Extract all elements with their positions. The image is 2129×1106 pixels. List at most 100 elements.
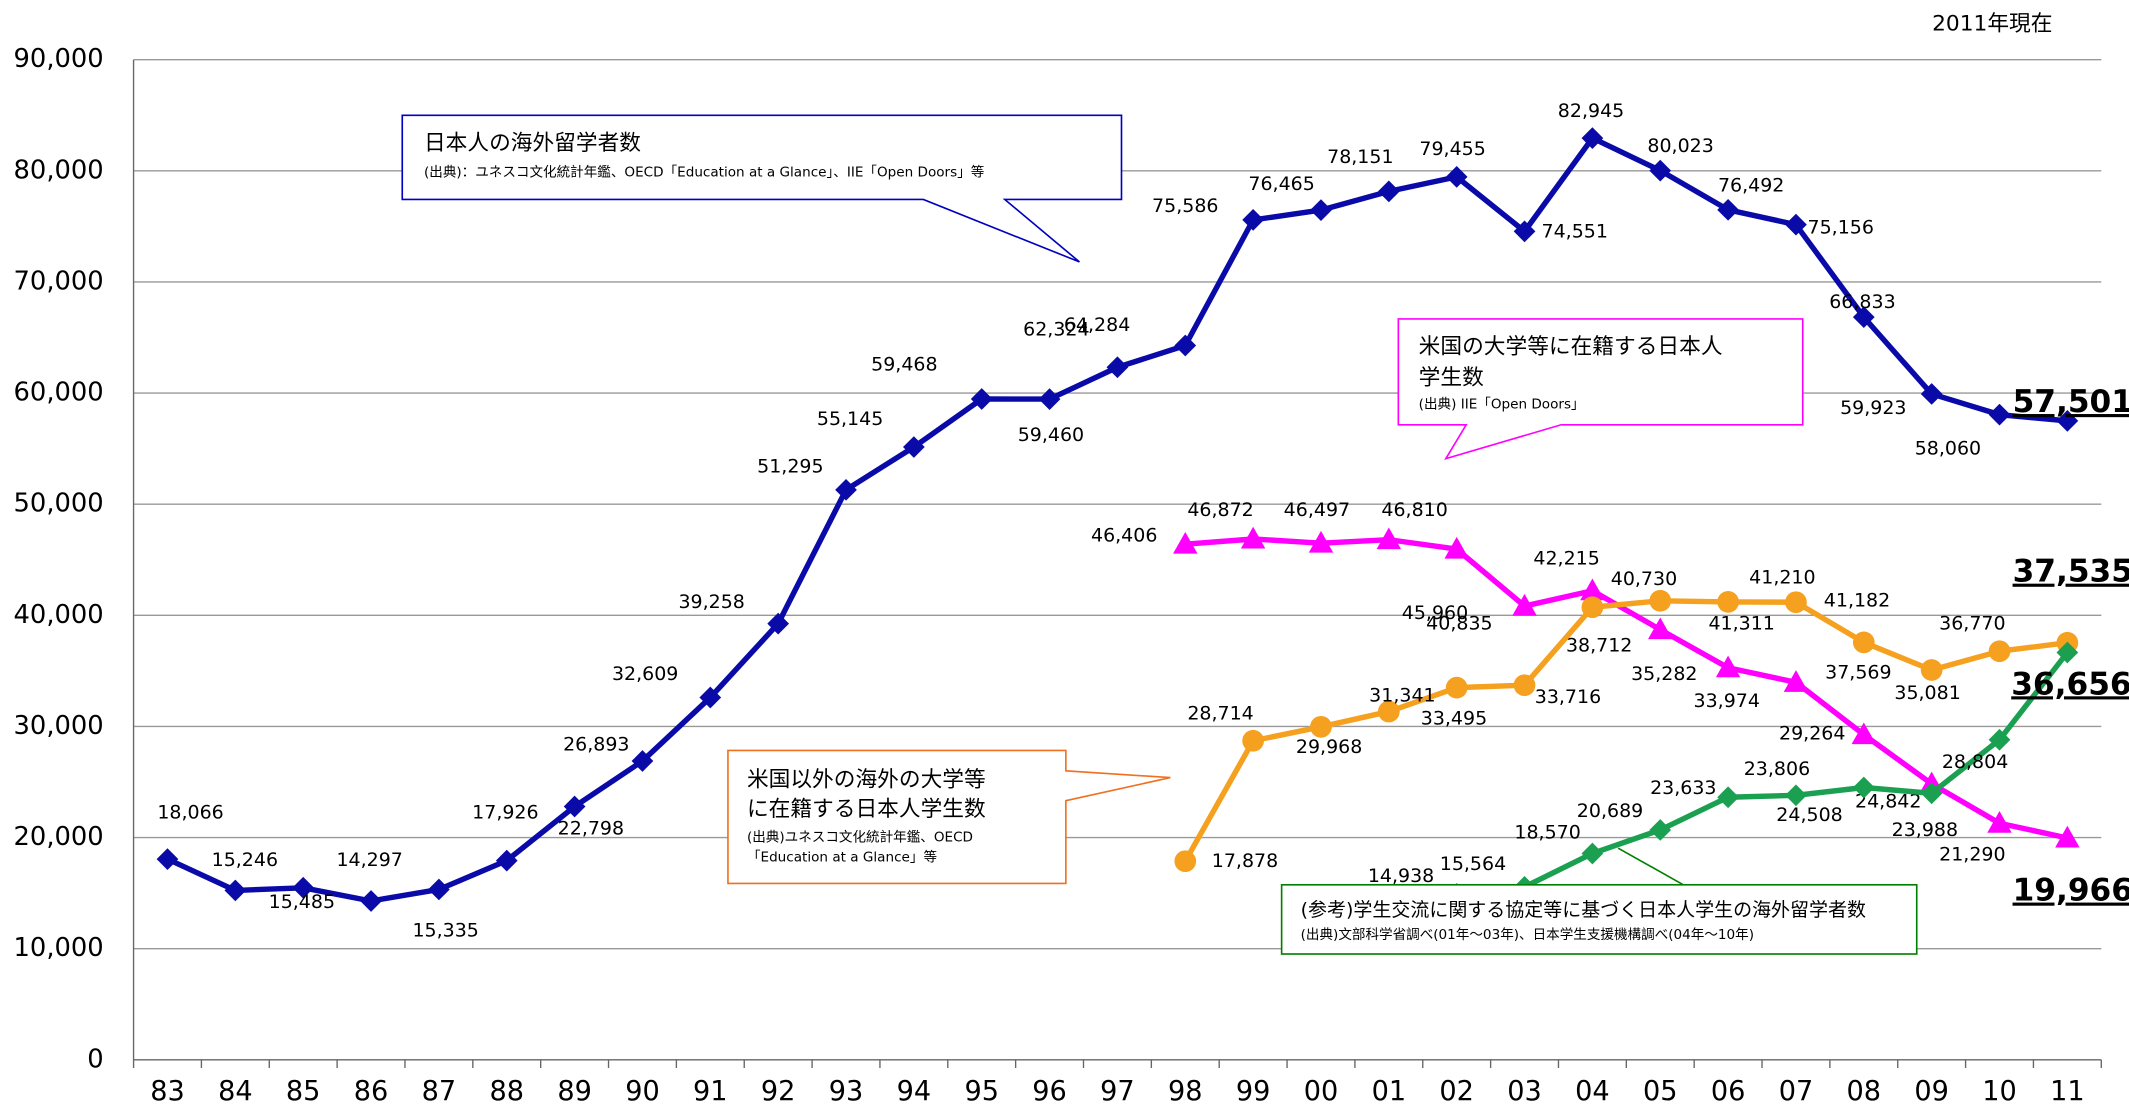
x-tick-label: 10 <box>1982 1076 2017 1106</box>
y-tick-label: 40,000 <box>14 600 104 630</box>
series-line <box>1182 598 2068 863</box>
data-label: 35,282 <box>1631 663 1697 685</box>
data-label: 15,335 <box>412 919 478 941</box>
callout-title: 日本人の海外留学者数 <box>424 131 641 156</box>
data-label: 37,569 <box>1825 662 1891 684</box>
callout-source: (出典) IIE「Open Doors」 <box>1419 396 1585 412</box>
data-label: 74,551 <box>1542 221 1608 243</box>
data-label: 57,501 <box>2013 384 2129 420</box>
point <box>1649 819 1672 841</box>
data-label: 59,468 <box>871 354 937 376</box>
y-tick-label: 80,000 <box>14 155 104 185</box>
data-label: 46,810 <box>1381 499 1447 521</box>
x-tick-label: 91 <box>693 1076 728 1106</box>
data-label: 41,182 <box>1824 590 1890 612</box>
x-tick-label: 09 <box>1914 1076 1949 1106</box>
y-tick-label: 90,000 <box>14 44 104 74</box>
point <box>1240 526 1266 549</box>
data-label: 82,945 <box>1558 100 1624 122</box>
point <box>1513 674 1536 697</box>
data-label: 26,893 <box>563 734 629 756</box>
point <box>1785 591 1807 614</box>
data-label: 15,246 <box>212 849 278 871</box>
data-label: 33,974 <box>1694 690 1760 712</box>
x-tick-label: 95 <box>964 1076 999 1106</box>
x-tick-label: 06 <box>1711 1076 1746 1106</box>
x-tick-label: 00 <box>1304 1076 1339 1106</box>
point <box>1581 127 1604 149</box>
point <box>1785 213 1807 236</box>
point <box>1513 220 1536 243</box>
point <box>1717 591 1739 613</box>
plot-area: 0 10,000 20,000 30,000 40,000 50,000 60,000 70,… <box>14 44 2129 1106</box>
data-label: 15,485 <box>269 891 335 913</box>
x-tick-label: 86 <box>354 1076 389 1106</box>
point <box>1580 578 1605 601</box>
x-tick-label: 88 <box>489 1076 524 1106</box>
point <box>1377 180 1400 203</box>
point <box>1988 728 2011 751</box>
data-label: 37,535 <box>2013 554 2129 590</box>
data-label: 17,926 <box>472 801 538 823</box>
data-label: 31,341 <box>1369 685 1435 707</box>
y-tick-label: 30,000 <box>14 711 104 741</box>
point <box>1717 786 1739 809</box>
point <box>631 750 654 772</box>
data-label: 78,151 <box>1327 146 1393 168</box>
point <box>835 478 857 501</box>
point <box>495 849 518 872</box>
x-tick-label: 87 <box>422 1076 457 1106</box>
point <box>1308 530 1334 553</box>
data-label: 51,295 <box>757 455 823 477</box>
point <box>2056 410 2079 432</box>
note: 2011年現在 <box>1932 11 2052 36</box>
point <box>1648 617 1673 640</box>
point <box>1377 700 1400 723</box>
data-label: 23,633 <box>1650 777 1716 799</box>
x-tick-label: 07 <box>1779 1076 1814 1106</box>
x-tick-label: 89 <box>557 1076 592 1106</box>
data-label: 42,215 <box>1533 548 1599 570</box>
callout-magenta: 米国の大学等に在籍する日本人 学生数 (出典) IIE「Open Doors」 <box>1397 318 1804 461</box>
data-label: 32,609 <box>612 663 678 685</box>
callout-orange: 米国以外の海外の大学等 に在籍する日本人学生数 (出典)ユネスコ文化統計年鑑、O… <box>727 749 1171 885</box>
x-tick-label: 84 <box>218 1076 253 1106</box>
data-label: 45,960 <box>1402 602 1468 624</box>
data-label: 29,968 <box>1296 736 1362 758</box>
data-label: 14,297 <box>336 849 402 871</box>
point <box>1783 670 1809 692</box>
x-tick-label: 94 <box>897 1076 932 1106</box>
data-label: 40,835 <box>1426 613 1492 635</box>
data-label: 79,455 <box>1419 138 1485 160</box>
callout-pointer <box>1617 847 1684 886</box>
data-label: 23,806 <box>1744 758 1810 780</box>
x-tick-label: 90 <box>625 1076 660 1106</box>
point <box>1852 776 1875 799</box>
data-label: 62,324 <box>1023 318 1089 340</box>
point <box>1920 659 1943 681</box>
point <box>292 876 315 899</box>
data-label: 75,156 <box>1808 216 1874 238</box>
point <box>1445 676 1468 699</box>
y-tick-label: 20,000 <box>14 822 104 852</box>
point <box>699 686 722 709</box>
data-label: 24,842 <box>1855 791 1921 813</box>
x-tick-label: 92 <box>761 1076 796 1106</box>
x-tick-label: 11 <box>2050 1076 2085 1106</box>
x-tick-label: 98 <box>1168 1076 1203 1106</box>
series-line <box>1185 536 2068 841</box>
point <box>1242 209 1264 231</box>
point <box>1717 198 1739 221</box>
point <box>1376 527 1402 550</box>
point <box>1445 166 1468 188</box>
point <box>1920 383 1943 405</box>
point <box>1785 784 1807 807</box>
point <box>360 890 382 912</box>
point <box>1649 159 1672 182</box>
data-label: 15,564 <box>1440 853 1506 875</box>
data-label: 20,689 <box>1577 800 1643 822</box>
x-tick-label: 01 <box>1372 1076 1407 1106</box>
x-tick-label: 83 <box>150 1076 185 1106</box>
data-label: 18,066 <box>157 801 223 823</box>
